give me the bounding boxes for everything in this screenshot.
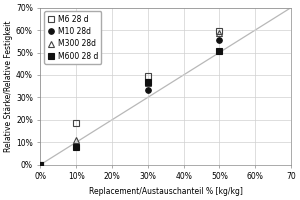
M300 28d	[74, 139, 78, 141]
M300 28d	[39, 163, 42, 166]
M600 28 d	[39, 163, 42, 166]
Line: M6 28 d: M6 28 d	[38, 28, 222, 167]
Line: M600 28 d: M600 28 d	[38, 49, 222, 167]
M6 28 d	[39, 163, 42, 166]
M10 28d	[39, 163, 42, 166]
M600 28 d	[146, 80, 150, 83]
Y-axis label: Relative Stärke/Relative Festigkeit: Relative Stärke/Relative Festigkeit	[4, 20, 13, 152]
M300 28d	[146, 82, 150, 84]
M6 28 d	[74, 122, 78, 124]
M6 28 d	[218, 30, 221, 32]
Line: M300 28d: M300 28d	[38, 31, 222, 167]
M300 28d	[218, 32, 221, 35]
M10 28d	[146, 88, 150, 91]
Line: M10 28d: M10 28d	[38, 37, 222, 167]
M600 28 d	[218, 50, 221, 53]
M10 28d	[218, 39, 221, 41]
M600 28 d	[74, 145, 78, 148]
M10 28d	[74, 145, 78, 148]
X-axis label: Replacement/Austauschanteil % [kg/kg]: Replacement/Austauschanteil % [kg/kg]	[89, 187, 243, 196]
M6 28 d	[146, 75, 150, 77]
Legend: M6 28 d, M10 28d, M300 28d, M600 28 d: M6 28 d, M10 28d, M300 28d, M600 28 d	[44, 11, 101, 64]
